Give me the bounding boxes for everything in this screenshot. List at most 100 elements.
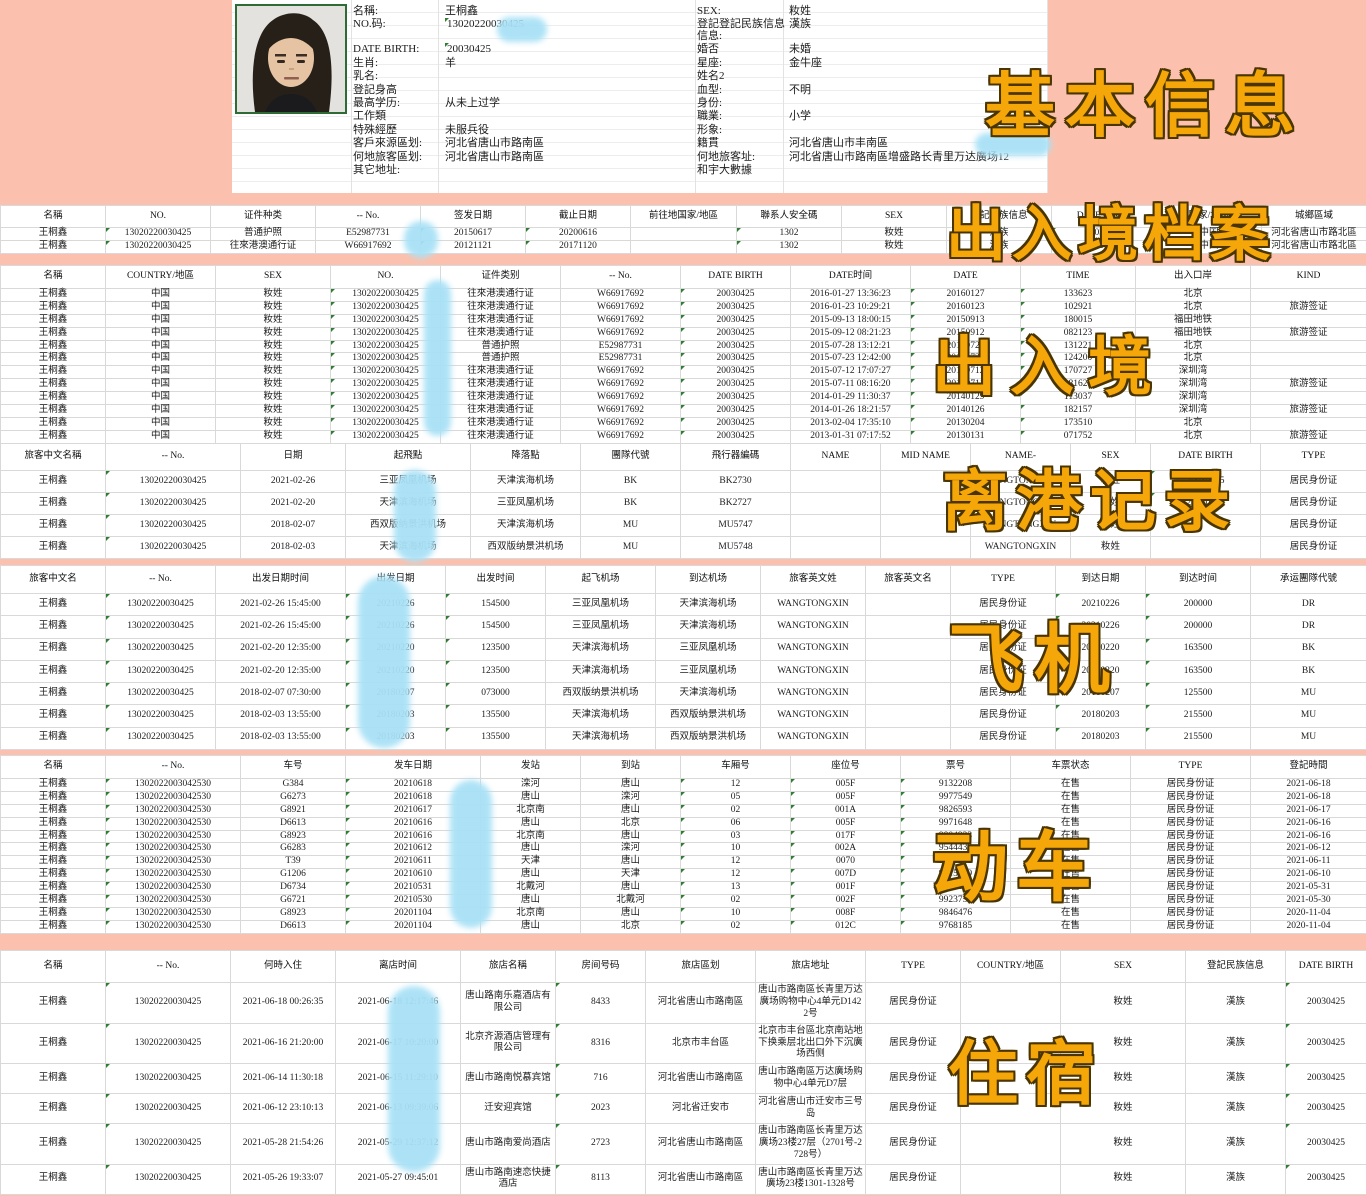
table-cell: W66917692 (560, 391, 681, 405)
profile-field-row: 和宇大數據 (697, 164, 1045, 177)
field-value: 籹姓 (787, 5, 1045, 17)
table-cell: 天津滨海机场 (545, 726, 656, 751)
table-cell: 三亚凤凰机场 (655, 659, 761, 684)
table-cell (1150, 514, 1261, 537)
table-cell: D6613 (240, 919, 346, 934)
column-header: 日期 (240, 443, 346, 471)
table-cell: G1206 (240, 868, 346, 882)
column-header: 车厢号 (680, 755, 791, 779)
table-cell: 1302022003042530 (105, 829, 241, 844)
table-cell (880, 514, 971, 537)
table-cell: 中国 (105, 339, 216, 354)
table-row: 王桐鑫 中国 籹姓 13020220030425 往來港澳通行证 W66917692 200… (0, 391, 1366, 405)
profile-field-row: 形象: (697, 124, 1045, 137)
table-cell: 13 (680, 881, 791, 895)
field-value: 不明 (787, 84, 1045, 96)
table-cell: W66917692 (560, 300, 681, 315)
column-header: 出发日期时间 (215, 565, 346, 594)
field-value-text: 河北省唐山市丰南區 (789, 137, 888, 150)
table-cell: 漢族 (1185, 1093, 1286, 1125)
grid-divider (438, 0, 439, 193)
table-cell: 20201104 (345, 919, 481, 934)
table-cell: 20150712 (910, 365, 1021, 380)
table-cell: 154500 (445, 615, 546, 639)
table-cell: G8923 (240, 906, 346, 921)
table-cell (960, 1093, 1061, 1125)
data-table: 名稱 NO. 证件种类 -- No. 签发日期 截止日期 前往地国家/地區 聯系人安全碼 SEX… (0, 205, 1366, 254)
table-cell: 王桐鑫 (0, 803, 106, 818)
profile-field-row: 血型: 不明 (697, 84, 1045, 97)
table-cell: WANGTONGXIN (760, 615, 866, 639)
table-cell: 2021-06-11 (1250, 855, 1366, 870)
column-header: 房间号码 (555, 950, 646, 983)
table-row: 王桐鑫130202200304252018-02-03天津滨海机场西双版纳景洪机… (0, 536, 1366, 559)
table-cell: 滦河 (580, 842, 681, 857)
table-cell: 007D (790, 868, 901, 882)
table-cell: 天津滨海机场 (545, 704, 656, 728)
table-cell: 居民身份证 (950, 659, 1056, 684)
column-header: 国家/地區 (1156, 205, 1262, 228)
column-header: -- No. (105, 755, 241, 779)
table-cell: W66917692 (560, 288, 681, 302)
table-cell (1250, 391, 1366, 405)
table-cell (630, 227, 737, 241)
table-cell: 1302022003042530 (105, 778, 241, 792)
table-cell: 20210618 (345, 778, 481, 792)
table-cell: 北戴河 (580, 893, 681, 908)
table-cell: 北京 (1135, 429, 1251, 444)
data-table: 名稱 -- No. 何時入住 离店时间 旅店名稱 房间号码 旅店區划 旅店地址 TYPE COUN… (0, 950, 1366, 1195)
table-cell (865, 682, 951, 706)
table-cell: 13020220030425 (105, 492, 241, 515)
field-label: 何地旅客址: (697, 150, 756, 163)
redaction-smudge (358, 576, 410, 748)
table-cell: 2013-01-31 07:17:52 (790, 429, 911, 444)
profile-field-row: 籍貫 河北省唐山市丰南區 (697, 137, 1045, 150)
table-cell: 1302022003042530 (105, 855, 241, 870)
column-header: SEX (1060, 950, 1186, 983)
field-value: 小学 (787, 110, 1045, 122)
table-cell (865, 704, 951, 728)
table-cell: 居民身份证 (1260, 536, 1366, 559)
table-cell: MU (1250, 726, 1366, 751)
table-cell: W66917692 (560, 326, 681, 341)
table-cell (880, 492, 971, 515)
table-cell: 20030425 (1285, 1093, 1366, 1125)
table-cell: 170727 (1020, 365, 1136, 380)
table-cell: 02 (680, 893, 791, 908)
table-cell: 中国 (105, 352, 216, 367)
table-cell: 往來港澳通行证 (440, 326, 561, 341)
table-cell: WANGTONGXIN (760, 704, 866, 728)
table-cell: 2021-02-26 15:45:00 (215, 592, 346, 617)
portrait-photo (235, 4, 347, 114)
column-header: 起飛點 (345, 443, 471, 471)
table-cell: 20210611 (345, 855, 481, 870)
table-cell: 王桐鑫 (0, 391, 106, 405)
table-cell: G8923 (240, 829, 346, 844)
table-cell: 河北省唐山市路南區 (645, 1063, 756, 1095)
table-row: 王桐鑫 1302022003042530 G6283 20210612 唐山 滦河 10 00… (0, 842, 1366, 857)
table-cell: 20200616 (525, 227, 631, 241)
table-cell: 1302022003042530 (105, 803, 241, 818)
table-cell: 2018-02-03 13:55:00 (215, 726, 346, 751)
table-cell: 北京 (580, 919, 681, 934)
table-cell: 普通护照 (210, 227, 316, 241)
table-cell: 居民身份证 (1260, 470, 1366, 493)
table-cell: 天津滨海机场 (545, 659, 656, 684)
table-cell: 中国 (105, 313, 216, 328)
table-row: 王桐鑫 1302022003042530 G384 20210618 滦河 唐山 12 005… (0, 778, 1366, 792)
column-header: COUNTRY/地區 (105, 265, 216, 289)
table-cell: 籹姓 (215, 416, 331, 431)
field-value: 20030425 (443, 43, 691, 55)
table-cell: 20030425 (1150, 470, 1261, 493)
field-label: 最高学历: (353, 96, 401, 109)
table-cell: 20030425 (1285, 1022, 1366, 1065)
table-flight-records: 旅客中文名-- No.出发日期时间出发日期出发时间起飞机场到达机场旅客英文姓旅客… (0, 565, 1366, 751)
table-cell: 居民身份证 (1130, 855, 1251, 870)
table-row: 王桐鑫 中国 籹姓 13020220030425 往來港澳通行证 W66917692 200… (0, 416, 1366, 431)
profile-fields-right: SEX: 籹姓 登記登記民族信息信息: 漢族 婚否 未婚 星座: 金牛座 姓名2 血型: 不明 身份:… (697, 5, 1045, 177)
table-cell: 071752 (1020, 429, 1136, 444)
table-cell: 2021-02-20 12:35:00 (215, 659, 346, 684)
